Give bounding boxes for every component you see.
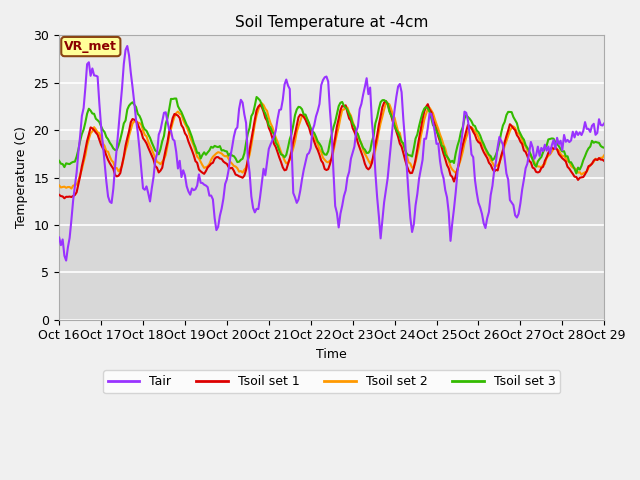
Tsoil set 2	[204, 163, 211, 169]
Tsoil set 1	[487, 162, 495, 168]
Tsoil set 1	[73, 190, 81, 195]
Tair	[205, 193, 213, 199]
Bar	[59, 140, 604, 320]
Tair	[442, 187, 449, 193]
Line: Tsoil set 3: Tsoil set 3	[59, 97, 604, 173]
Tsoil set 3	[202, 152, 210, 157]
Tsoil set 1	[442, 156, 449, 162]
Tsoil set 3	[572, 170, 580, 176]
Line: Tair: Tair	[59, 46, 604, 261]
Tair	[566, 139, 573, 145]
Tsoil set 1	[230, 168, 237, 174]
Tsoil set 1	[566, 166, 573, 171]
Title: Soil Temperature at -4cm: Soil Temperature at -4cm	[235, 15, 428, 30]
Tsoil set 2	[566, 159, 573, 165]
Tsoil set 2	[442, 146, 449, 152]
Line: Tsoil set 1: Tsoil set 1	[59, 101, 604, 198]
Tsoil set 3	[485, 152, 493, 157]
Tsoil set 1	[204, 165, 211, 170]
Legend: Tair, Tsoil set 1, Tsoil set 2, Tsoil set 3: Tair, Tsoil set 1, Tsoil set 2, Tsoil se…	[103, 370, 561, 393]
Tair	[124, 43, 131, 49]
Tsoil set 2	[55, 182, 63, 188]
Line: Tsoil set 2: Tsoil set 2	[59, 103, 604, 189]
Tair	[55, 235, 63, 240]
Tair	[600, 120, 608, 126]
Tsoil set 2	[600, 152, 608, 158]
Tair	[487, 192, 495, 198]
Tsoil set 3	[253, 94, 260, 100]
Tsoil set 2	[73, 181, 81, 187]
Tsoil set 3	[55, 158, 63, 164]
Tsoil set 3	[228, 153, 236, 158]
Tsoil set 2	[487, 157, 495, 163]
Tsoil set 1	[382, 98, 390, 104]
Tsoil set 1	[61, 195, 68, 201]
Tsoil set 2	[230, 163, 237, 169]
Tsoil set 3	[600, 145, 608, 151]
Tsoil set 3	[440, 144, 447, 150]
Tsoil set 3	[71, 159, 79, 165]
Tsoil set 3	[564, 154, 572, 159]
Tair	[232, 127, 239, 132]
X-axis label: Time: Time	[316, 348, 347, 361]
Y-axis label: Temperature (C): Temperature (C)	[15, 127, 28, 228]
Tsoil set 1	[55, 192, 63, 198]
Tsoil set 1	[600, 158, 608, 164]
Tsoil set 2	[258, 100, 266, 106]
Tsoil set 2	[68, 186, 76, 192]
Tair	[62, 258, 70, 264]
Tair	[73, 170, 81, 176]
Text: VR_met: VR_met	[65, 40, 117, 53]
